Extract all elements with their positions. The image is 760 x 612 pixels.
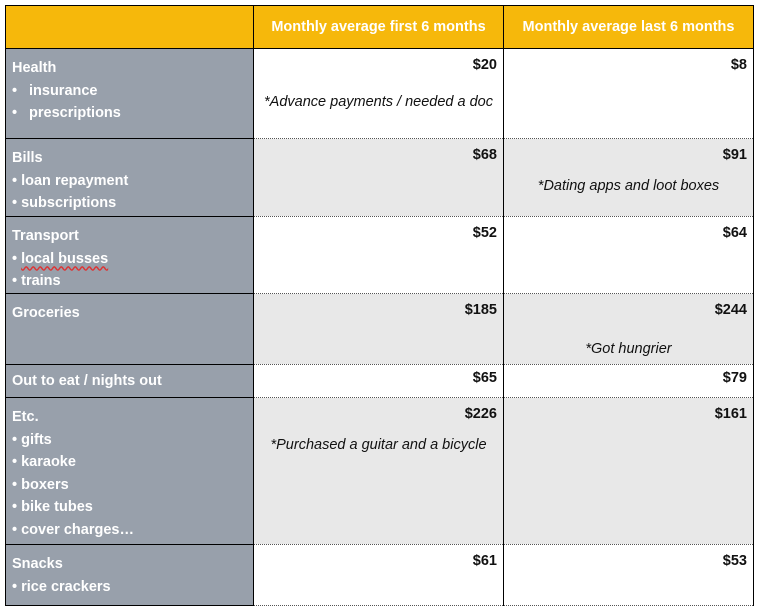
list-item: • trains [12, 273, 61, 289]
header-first-6-months: Monthly average first 6 months [253, 5, 504, 49]
list-item: • insurance [12, 82, 98, 99]
first-value-cell: $61 [253, 544, 504, 606]
category-title: Snacks [12, 556, 63, 572]
amount-last: $161 [714, 406, 747, 422]
note-last: *Dating apps and loot boxes [537, 178, 720, 194]
category-cell: Out to eat / nights out [5, 364, 254, 398]
category-title: Etc. [12, 409, 39, 425]
category-title: Groceries [12, 305, 80, 321]
amount-first: $226 [464, 406, 497, 422]
first-value-cell: $226 *Purchased a guitar and a bicycle [253, 397, 504, 545]
budget-table: Monthly average first 6 months Monthly a… [5, 5, 754, 606]
last-value-cell: $161 [503, 397, 754, 545]
amount-first: $61 [472, 553, 497, 569]
table-row: Out to eat / nights out $65 $79 [5, 364, 754, 398]
amount-last: $244 [714, 302, 747, 318]
first-value-cell: $52 [253, 216, 504, 294]
header-row: Monthly average first 6 months Monthly a… [5, 5, 754, 49]
last-value-cell: $8 [503, 48, 754, 139]
table-row: Health • insurance • prescriptions $20 *Adv… [5, 48, 754, 139]
last-value-cell: $79 [503, 364, 754, 398]
category-title: Bills [12, 150, 43, 166]
amount-last: $79 [722, 370, 747, 386]
category-title: Health [12, 60, 57, 76]
header-blank-cell [5, 5, 254, 49]
list-item: • karaoke [12, 454, 76, 470]
list-item: • subscriptions [12, 195, 117, 211]
amount-first: $68 [472, 147, 497, 163]
first-value-cell: $68 [253, 138, 504, 217]
list-item: • prescriptions [12, 105, 121, 121]
table-row: Etc. • gifts • karaoke • boxers • bike t… [5, 397, 754, 545]
amount-last: $91 [722, 147, 747, 163]
table-row: Groceries $185 $244 *Got hungrier [5, 293, 754, 365]
header-last-6-months: Monthly average last 6 months [503, 5, 754, 49]
note-first: *Advance payments / needed a doc [264, 94, 493, 110]
category-cell: Transport • local busses • trains [5, 216, 254, 294]
last-value-cell: $53 [503, 544, 754, 606]
list-item: • gifts [12, 431, 52, 448]
first-value-cell: $20 *Advance payments / needed a doc [253, 48, 504, 139]
list-item: • boxers [12, 476, 69, 493]
last-value-cell: $64 [503, 216, 754, 294]
note-first: *Purchased a guitar and a bicycle [270, 437, 487, 453]
list-item: • local busses [12, 250, 109, 267]
first-value-cell: $65 [253, 364, 504, 398]
category-cell: Groceries [5, 293, 254, 365]
table-row: Bills • loan repayment • subscriptions $… [5, 138, 754, 217]
category-cell: Snacks • rice crackers [5, 544, 254, 606]
amount-first: $185 [464, 302, 497, 318]
category-cell: Health • insurance • prescriptions [5, 48, 254, 139]
amount-first: $20 [472, 57, 497, 73]
category-cell: Bills • loan repayment • subscriptions [5, 138, 254, 217]
last-value-cell: $91 *Dating apps and loot boxes [503, 138, 754, 217]
last-value-cell: $244 *Got hungrier [503, 293, 754, 365]
amount-first: $52 [472, 225, 497, 241]
note-last: *Got hungrier [585, 341, 672, 357]
amount-last: $8 [730, 57, 747, 73]
category-cell: Etc. • gifts • karaoke • boxers • bike t… [5, 397, 254, 545]
table-row: Snacks • rice crackers $61 $53 [5, 544, 754, 606]
table-row: Transport • local busses • trains $52 $6… [5, 216, 754, 294]
list-item: • bike tubes [12, 499, 93, 515]
amount-first: $65 [472, 370, 497, 386]
category-title: Out to eat / nights out [12, 373, 162, 389]
list-item: • rice crackers [12, 578, 111, 595]
list-item: • cover charges… [12, 521, 134, 538]
first-value-cell: $185 [253, 293, 504, 365]
amount-last: $64 [722, 225, 747, 241]
list-item: • loan repayment [12, 172, 129, 189]
amount-last: $53 [722, 553, 747, 569]
category-title: Transport [12, 228, 79, 244]
